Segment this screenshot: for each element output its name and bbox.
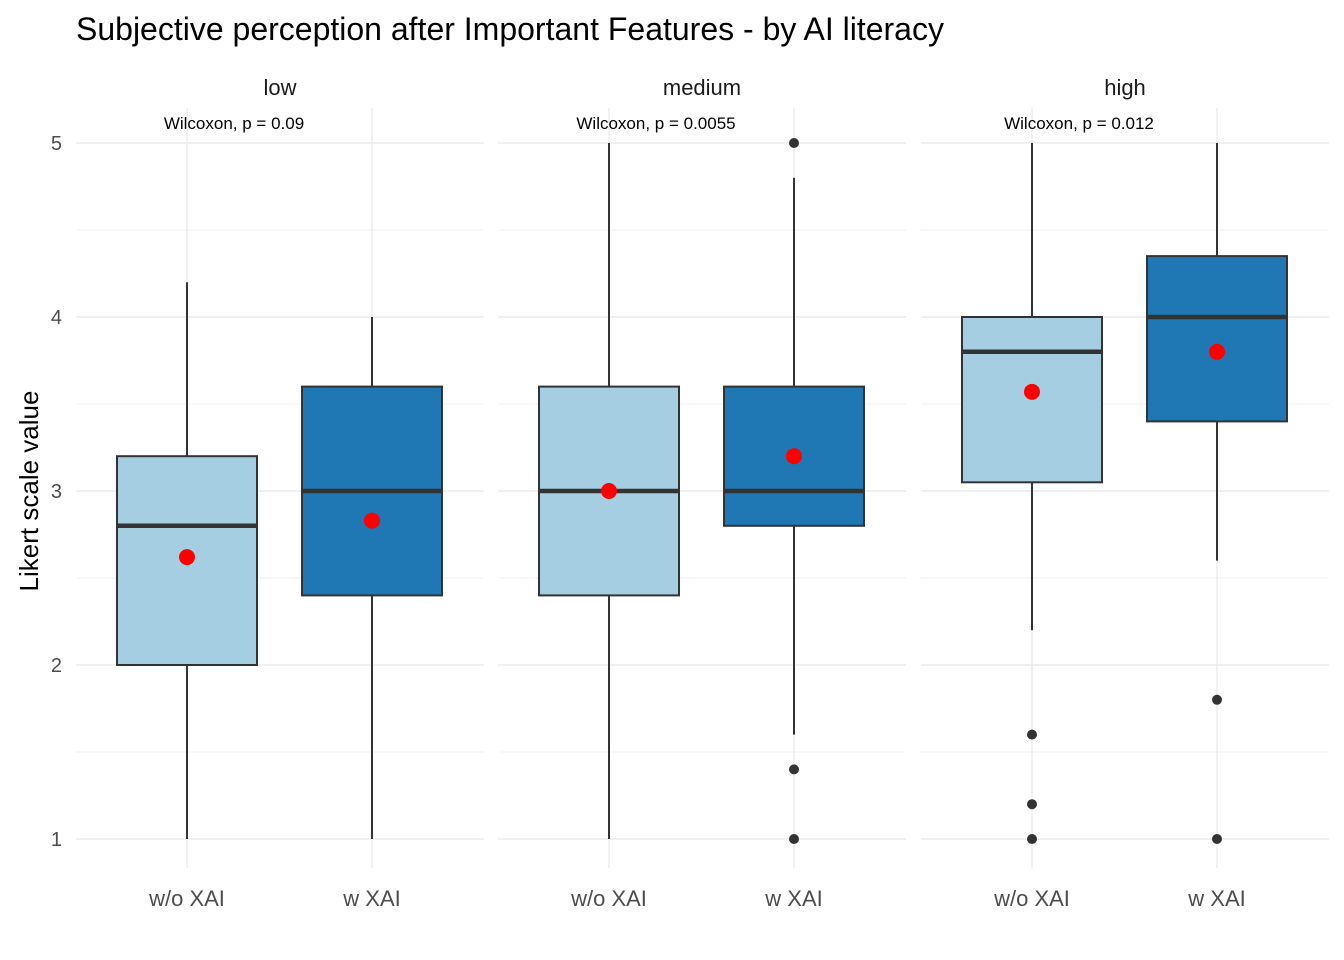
outlier-point	[1212, 834, 1222, 844]
mean-point	[1209, 343, 1225, 360]
panel-low: low Wilcoxon, p = 0.09 w/o XAI w XAI	[76, 75, 484, 911]
outlier-point	[1027, 799, 1037, 810]
iqr-box	[1146, 255, 1288, 423]
panel-high: high Wilcoxon, p = 0.012 w/o XAI w XAI	[921, 75, 1329, 911]
y-tick-label: 4	[51, 307, 62, 329]
outlier-point	[789, 834, 799, 844]
mean-point	[1024, 383, 1040, 400]
x-tick-label: w XAI	[342, 886, 400, 911]
outlier-point	[1027, 729, 1037, 740]
outlier-point	[1212, 694, 1222, 705]
facet-label: low	[263, 75, 296, 100]
y-tick-label: 2	[51, 655, 62, 677]
x-tick-label: w/o XAI	[570, 886, 647, 911]
box-low-wo-xai	[116, 282, 258, 839]
wilcoxon-annotation: Wilcoxon, p = 0.09	[164, 114, 304, 133]
x-tick-label: w/o XAI	[993, 886, 1070, 911]
x-tick-label: w/o XAI	[148, 886, 225, 911]
outlier-point	[1027, 834, 1037, 844]
x-tick-label: w XAI	[1187, 886, 1245, 911]
mean-point	[364, 512, 380, 529]
panel-medium: medium Wilcoxon, p = 0.0055 w/o XAI w XAI	[498, 75, 906, 911]
wilcoxon-annotation: Wilcoxon, p = 0.0055	[576, 114, 735, 133]
y-tick-label: 1	[51, 829, 62, 851]
y-axis-label: Likert scale value	[14, 391, 44, 592]
outlier-point	[789, 764, 799, 775]
mean-point	[786, 448, 802, 465]
y-tick-label: 5	[51, 133, 62, 155]
y-tick-label: 3	[51, 481, 62, 503]
outlier-point	[789, 138, 799, 148]
mean-point	[601, 483, 617, 499]
facet-label: medium	[663, 75, 741, 100]
box-high-w-xai	[1146, 143, 1288, 844]
x-tick-label: w XAI	[764, 886, 822, 911]
facet-label: high	[1104, 75, 1146, 100]
mean-point	[179, 549, 195, 566]
wilcoxon-annotation: Wilcoxon, p = 0.012	[1004, 114, 1154, 133]
box-medium-w-xai	[723, 138, 865, 844]
chart-title: Subjective perception after Important Fe…	[76, 11, 944, 47]
box-high-wo-xai	[961, 143, 1103, 844]
box-low-w-xai	[301, 317, 443, 839]
box-medium-wo-xai	[538, 143, 680, 839]
